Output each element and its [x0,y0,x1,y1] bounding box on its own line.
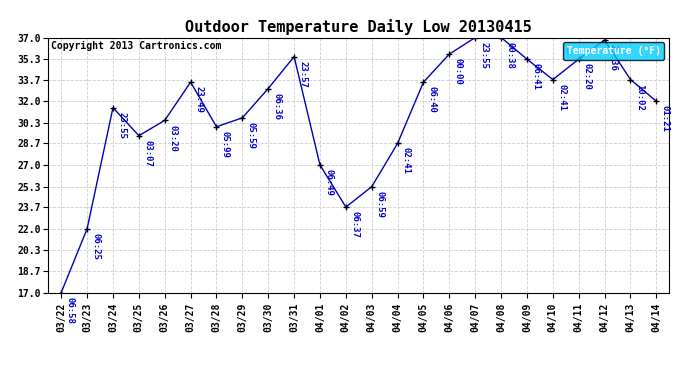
Text: 00:38: 00:38 [505,42,514,69]
Text: Copyright 2013 Cartronics.com: Copyright 2013 Cartronics.com [51,41,221,51]
Text: 02:41: 02:41 [402,147,411,174]
Text: 06:58: 06:58 [66,297,75,324]
Legend: Temperature (°F): Temperature (°F) [562,42,664,60]
Title: Outdoor Temperature Daily Low 20130415: Outdoor Temperature Daily Low 20130415 [186,19,532,35]
Text: 10:02: 10:02 [635,84,644,111]
Text: 06:49: 06:49 [324,169,333,196]
Text: 03:07: 03:07 [143,140,152,167]
Text: 06:59: 06:59 [376,191,385,218]
Text: 23:55: 23:55 [480,42,489,69]
Text: 06:40: 06:40 [428,86,437,113]
Text: 01:21: 01:21 [660,105,669,132]
Text: 23:36: 23:36 [609,44,618,71]
Text: 02:41: 02:41 [557,84,566,111]
Text: 05:59: 05:59 [246,122,255,149]
Text: 06:37: 06:37 [350,211,359,238]
Text: 06:41: 06:41 [531,63,540,90]
Text: 02:20: 02:20 [583,63,592,90]
Text: 23:49: 23:49 [195,86,204,113]
Text: 23:55: 23:55 [117,112,126,139]
Text: 05:99: 05:99 [221,131,230,158]
Text: 03:20: 03:20 [169,124,178,152]
Text: 00:00: 00:00 [453,58,462,85]
Text: 06:25: 06:25 [91,233,100,260]
Text: 23:57: 23:57 [298,61,307,88]
Text: 06:36: 06:36 [273,93,282,120]
